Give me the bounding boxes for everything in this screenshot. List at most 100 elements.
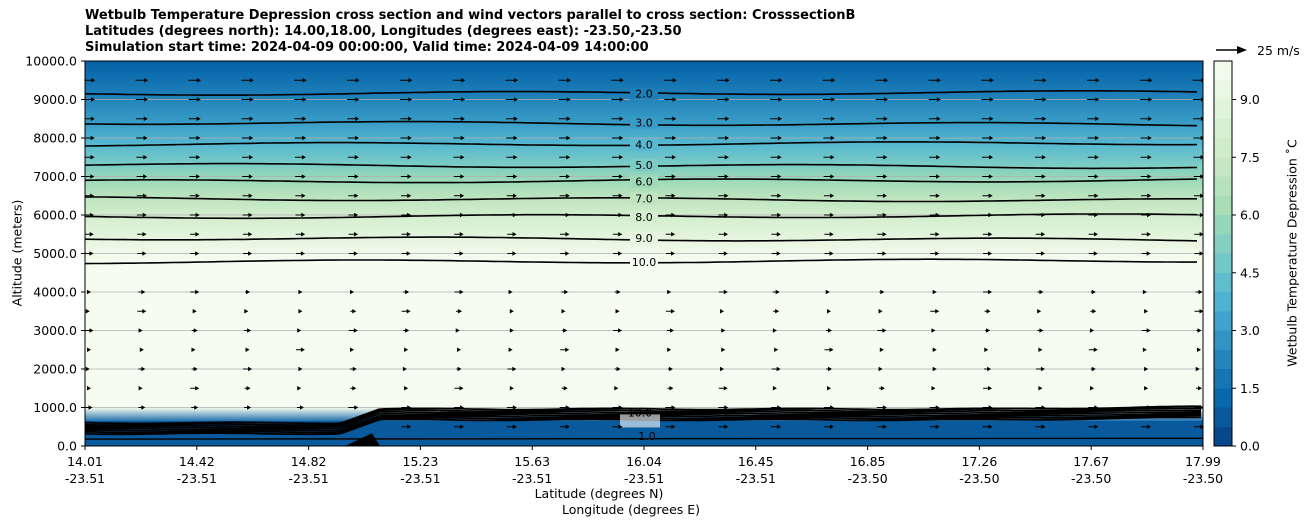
wind-vector-head <box>721 347 726 352</box>
wind-vector-head <box>671 193 676 198</box>
wind-vector-head <box>143 174 148 179</box>
wind-vector-head <box>1040 366 1045 372</box>
wind-vector-head <box>724 174 729 179</box>
wind-vector-head <box>460 155 465 160</box>
wind-vector-head <box>247 405 252 410</box>
wind-vector-head <box>618 328 623 333</box>
wind-vector-head <box>772 328 777 333</box>
contour-label: 10.0 <box>632 256 657 269</box>
wind-vector-head <box>565 232 570 237</box>
wind-vector-head <box>565 251 570 256</box>
wind-vector-head <box>616 366 621 372</box>
wind-vector-head <box>778 116 783 121</box>
wind-vector-head <box>935 232 940 237</box>
wind-vector-head <box>1041 212 1046 218</box>
wind-vector-head <box>352 309 357 314</box>
wind-vector-head <box>1142 347 1147 352</box>
wind-vector-head <box>830 405 834 410</box>
contour-label: 5.0 <box>635 159 653 172</box>
wind-vector-head <box>670 251 675 256</box>
wind-vector-head <box>459 212 464 218</box>
y-tick-label: 0.0 <box>57 439 77 454</box>
wind-vector-head <box>144 78 149 83</box>
wind-vector-head <box>89 212 94 218</box>
wind-vector-head <box>91 97 96 102</box>
wind-vector-head <box>352 386 357 391</box>
wind-vector-head <box>195 193 200 198</box>
x-tick-label-lat: 16.04 <box>626 454 662 469</box>
wind-vector-head <box>143 97 148 102</box>
wind-vector-head <box>935 309 940 314</box>
x-tick-label-lon: -23.51 <box>624 471 664 486</box>
wind-vector-head <box>936 116 941 121</box>
wind-vector-head <box>298 366 303 372</box>
wind-vector-head <box>565 193 570 198</box>
wind-vector-head <box>354 135 359 141</box>
wind-vector-head <box>249 135 254 141</box>
wind-vector-head <box>248 193 253 198</box>
wind-vector-head <box>882 405 887 410</box>
y-tick-label: 9000.0 <box>33 92 77 107</box>
wind-vector-head <box>988 405 993 410</box>
wind-vector-head <box>514 78 519 83</box>
wind-vector-head <box>669 386 674 391</box>
colorbar-tick-label: 6.0 <box>1240 208 1260 223</box>
wind-vector-head <box>723 232 728 237</box>
wind-vector-head <box>88 424 93 429</box>
wind-vector-head <box>935 193 940 198</box>
wind-vector-head <box>1041 424 1046 429</box>
wind-vector-head <box>772 386 777 391</box>
wind-vector-head <box>883 97 888 102</box>
wind-vector-head <box>720 309 725 314</box>
wind-vector-head <box>988 289 993 295</box>
wind-vector-head <box>775 289 780 295</box>
wind-vector-head <box>777 193 782 198</box>
wind-vector-head <box>249 155 254 160</box>
wind-vector-head <box>618 424 623 429</box>
wind-vector-head <box>1148 78 1153 83</box>
wind-vector-head <box>777 212 782 218</box>
wind-vector-head <box>989 155 994 160</box>
wind-vector-head <box>1042 116 1047 121</box>
wind-vector-head <box>1199 212 1203 218</box>
wind-vector-head <box>989 135 994 141</box>
wind-vector-head <box>883 155 888 160</box>
wind-vector-head <box>1094 212 1099 218</box>
wind-vector-head <box>87 386 91 391</box>
contour-label-bg <box>630 116 658 129</box>
wind-vector-head <box>354 405 359 410</box>
wind-vector-head <box>196 116 201 121</box>
wind-vector-head <box>988 212 993 218</box>
wind-vector-head <box>563 386 568 391</box>
wind-vector-head <box>196 155 201 160</box>
wind-vector-head <box>1147 155 1152 160</box>
wind-vector-head <box>1148 97 1153 102</box>
contour-label: 2.0 <box>635 88 653 101</box>
wind-vector-head <box>193 366 198 372</box>
chart-title-line-1: Wetbulb Temperature Depression cross sec… <box>85 8 856 23</box>
wind-vector-head <box>512 424 517 429</box>
wind-vector-head <box>141 289 146 295</box>
wind-vector-head <box>619 135 624 141</box>
wind-vector-head <box>935 424 940 429</box>
wind-vector-head <box>249 78 254 83</box>
wind-vector-head <box>1095 97 1100 102</box>
wind-vector-head <box>724 424 729 429</box>
wind-vector-head <box>87 289 91 295</box>
wind-vector-head <box>459 232 464 237</box>
y-tick-label: 8000.0 <box>33 131 77 146</box>
wind-vector-head <box>1041 155 1046 160</box>
wind-vector-head <box>1147 405 1152 410</box>
wind-vector-head <box>301 212 306 218</box>
wind-vector-head <box>354 174 359 179</box>
wind-vector-head <box>724 405 729 410</box>
wind-vector-head <box>406 309 411 314</box>
wind-vector-head <box>936 174 941 179</box>
contour-label-bg <box>630 175 658 188</box>
wind-vector-head <box>1200 193 1203 198</box>
y-tick-label: 5000.0 <box>33 246 77 261</box>
wind-vector-head <box>936 155 941 160</box>
wind-vector-head <box>619 97 624 102</box>
x-tick-label-lon: -23.51 <box>512 471 552 486</box>
wind-vector-head <box>512 251 517 256</box>
